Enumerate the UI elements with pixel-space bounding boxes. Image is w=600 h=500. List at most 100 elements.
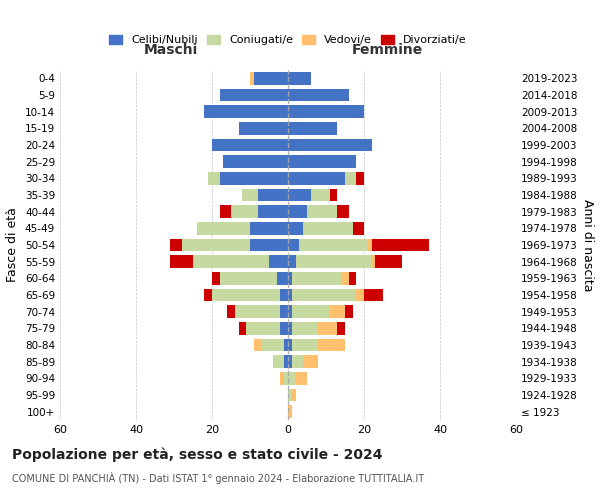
Bar (205, 289, 212, 301)
Bar (269, 256, 288, 268)
Text: COMUNE DI PANCHIÀ (TN) - Dati ISTAT 1° gennaio 2024 - Elaborazione TUTTITALIA.IT: COMUNE DI PANCHIÀ (TN) - Dati ISTAT 1° g… (12, 472, 424, 484)
Bar (288, 106, 364, 118)
Bar (288, 222, 303, 234)
Bar (319, 339, 345, 351)
Bar (246, 322, 280, 334)
Bar (288, 206, 307, 218)
Bar (345, 172, 356, 184)
Bar (337, 322, 345, 334)
Bar (292, 272, 341, 284)
Bar (280, 372, 284, 384)
Bar (284, 356, 288, 368)
Text: Maschi: Maschi (144, 44, 198, 58)
Bar (284, 339, 288, 351)
Bar (288, 306, 292, 318)
Bar (280, 289, 288, 301)
Bar (288, 322, 292, 334)
Text: Popolazione per età, sesso e stato civile - 2024: Popolazione per età, sesso e stato civil… (12, 448, 383, 462)
Bar (280, 322, 288, 334)
Bar (212, 272, 220, 284)
Bar (330, 306, 345, 318)
Bar (288, 256, 296, 268)
Bar (307, 206, 337, 218)
Bar (288, 239, 299, 251)
Bar (353, 222, 364, 234)
Bar (292, 389, 296, 401)
Bar (250, 72, 254, 85)
Bar (170, 239, 182, 251)
Bar (288, 122, 337, 134)
Y-axis label: Fasce di età: Fasce di età (7, 208, 19, 282)
Bar (341, 272, 349, 284)
Bar (296, 372, 307, 384)
Bar (288, 272, 292, 284)
Bar (288, 406, 292, 418)
Text: Femmine: Femmine (352, 44, 422, 58)
Bar (288, 89, 349, 101)
Bar (223, 156, 288, 168)
Bar (220, 89, 288, 101)
Bar (212, 289, 280, 301)
Bar (311, 188, 330, 201)
Bar (257, 188, 288, 201)
Bar (299, 239, 368, 251)
Bar (356, 172, 364, 184)
Bar (220, 206, 231, 218)
Bar (288, 389, 292, 401)
Bar (182, 239, 250, 251)
Bar (197, 222, 250, 234)
Bar (292, 306, 330, 318)
Bar (273, 356, 284, 368)
Bar (170, 256, 193, 268)
Bar (212, 138, 288, 151)
Bar (292, 289, 356, 301)
Bar (250, 239, 288, 251)
Bar (227, 306, 235, 318)
Bar (288, 289, 292, 301)
Bar (288, 356, 292, 368)
Bar (368, 239, 371, 251)
Bar (239, 122, 288, 134)
Bar (277, 272, 288, 284)
Bar (205, 106, 288, 118)
Bar (288, 372, 296, 384)
Bar (288, 172, 345, 184)
Bar (364, 289, 383, 301)
Bar (371, 256, 376, 268)
Bar (337, 206, 349, 218)
Bar (280, 306, 288, 318)
Bar (257, 206, 288, 218)
Bar (254, 339, 262, 351)
Bar (235, 306, 280, 318)
Bar (356, 289, 364, 301)
Bar (288, 138, 371, 151)
Bar (349, 272, 356, 284)
Bar (262, 339, 284, 351)
Bar (292, 339, 319, 351)
Bar (193, 256, 269, 268)
Bar (284, 372, 288, 384)
Bar (242, 188, 257, 201)
Bar (292, 356, 303, 368)
Bar (330, 188, 337, 201)
Bar (296, 256, 371, 268)
Legend: Celibi/Nubili, Coniugati/e, Vedovi/e, Divorziati/e: Celibi/Nubili, Coniugati/e, Vedovi/e, Di… (105, 30, 471, 50)
Bar (288, 188, 311, 201)
Bar (231, 206, 257, 218)
Bar (250, 222, 288, 234)
Bar (319, 322, 337, 334)
Bar (288, 72, 311, 85)
Bar (288, 156, 356, 168)
Bar (220, 272, 277, 284)
Bar (376, 256, 402, 268)
Bar (292, 322, 319, 334)
Bar (371, 239, 428, 251)
Bar (208, 172, 220, 184)
Bar (303, 356, 319, 368)
Bar (220, 172, 288, 184)
Bar (303, 222, 353, 234)
Bar (239, 322, 246, 334)
Bar (345, 306, 353, 318)
Bar (288, 339, 292, 351)
Bar (254, 72, 288, 85)
